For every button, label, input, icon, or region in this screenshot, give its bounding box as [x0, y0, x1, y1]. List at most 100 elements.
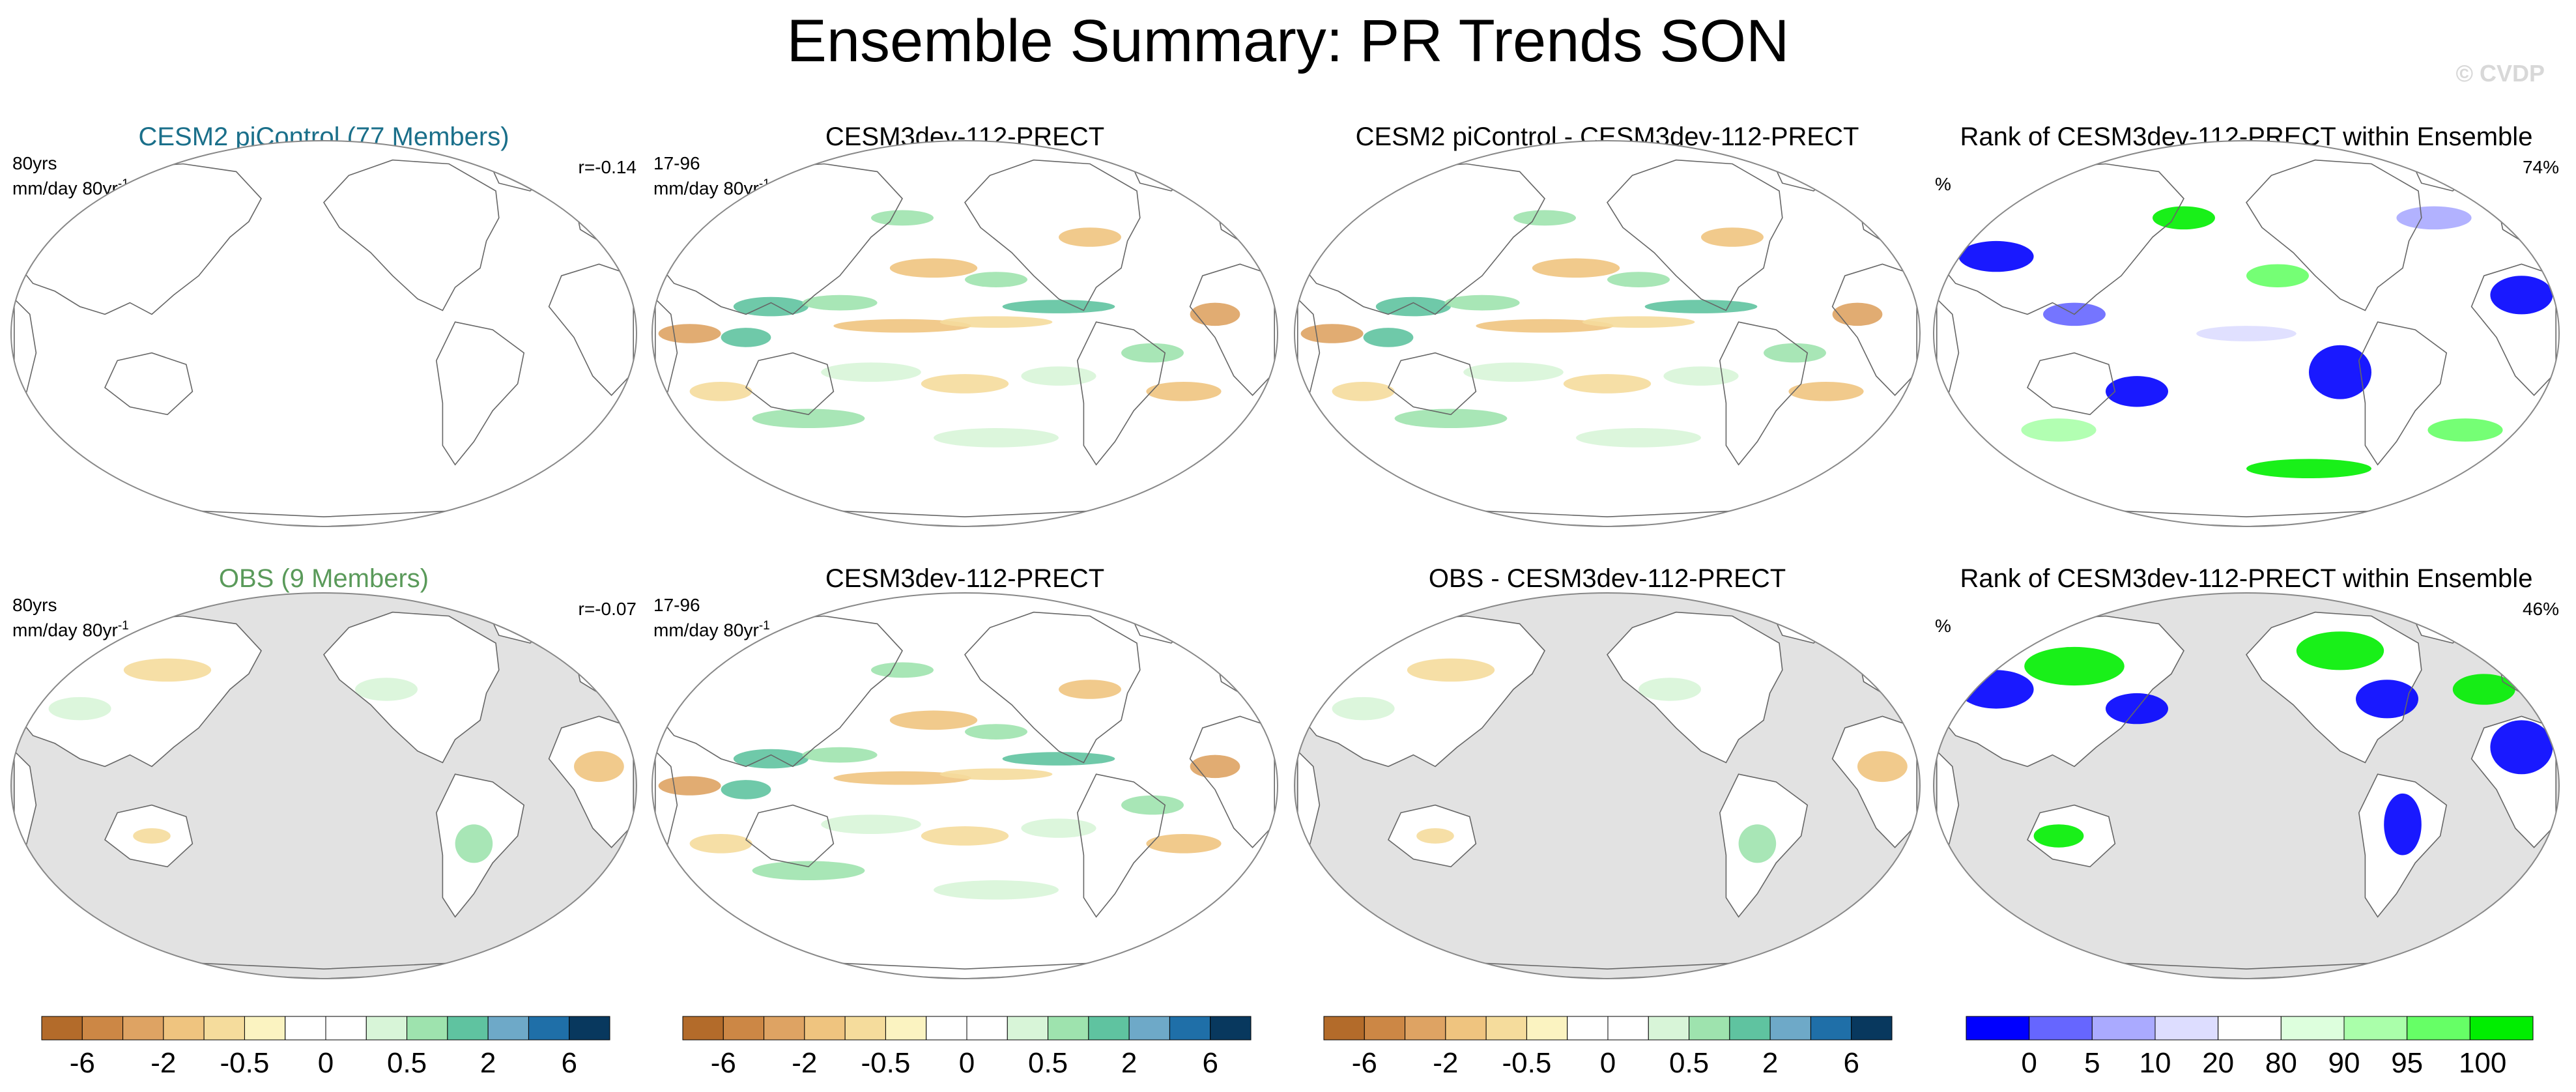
- map-field-blob: [1121, 795, 1184, 815]
- colorbar-swatch: [41, 1016, 83, 1041]
- coastline-antarctica: [1996, 940, 2497, 979]
- coastline-eurasia: [1939, 163, 2184, 315]
- coastline-antarctica: [1996, 487, 2497, 526]
- map-field-blob: [689, 834, 752, 854]
- map-field-blob: [1146, 382, 1222, 401]
- map-field-blob: [1059, 680, 1121, 699]
- colorbar-swatch: [764, 1016, 805, 1041]
- map-field-blob: [721, 328, 771, 347]
- land-africaE: [2471, 716, 2556, 848]
- map-field-blob: [658, 324, 721, 343]
- coastline-namerica: [1606, 611, 1783, 764]
- panel-period-label: 80yrs: [12, 595, 57, 615]
- colorbar-tick-label: 6: [1843, 1047, 1859, 1079]
- colorbar-swatch: [804, 1016, 846, 1041]
- panel-units-label: mm/day 80yr-1: [12, 615, 129, 640]
- colorbar-tick-label: 5: [2084, 1047, 2100, 1079]
- colorbar-swatch: [1169, 1016, 1211, 1041]
- colorbar-swatch: [1966, 1016, 2030, 1041]
- colorbar-tick-label: -0.5: [1502, 1047, 1552, 1079]
- map-field-blob: [2033, 824, 2084, 848]
- panel-period-label: 80yrs: [12, 153, 57, 173]
- colorbar-swatch: [1729, 1016, 1771, 1041]
- map-field-blob: [1764, 343, 1826, 363]
- map-fill: [1295, 593, 1920, 979]
- map-field-blob: [889, 258, 978, 278]
- colorbar: -6 -2 -0.5 0 0.5 2 6: [41, 1016, 610, 1079]
- map-field-blob: [2246, 459, 2371, 478]
- panel-stat-label: r=-0.07: [578, 599, 637, 619]
- colorbar-swatch: [1323, 1016, 1365, 1041]
- map-field-blob: [1738, 824, 1777, 863]
- colorbar-tick-label: 100: [2459, 1047, 2506, 1079]
- map-field-blob: [1059, 227, 1121, 247]
- colorbar-swatch: [885, 1016, 927, 1041]
- map-border: [1933, 592, 2560, 979]
- colorbar-tick-label: -6: [1352, 1047, 1377, 1079]
- colorbar-swatch: [1128, 1016, 1170, 1041]
- coastline-europe: [1214, 631, 1275, 698]
- land-samerica: [1719, 774, 1808, 917]
- map-border: [1294, 140, 1921, 527]
- panel-title: CESM3dev-112-PRECT: [825, 122, 1105, 151]
- map-field-blob: [889, 710, 978, 730]
- land-eurasia: [1939, 616, 2184, 767]
- colorbar-tick-label: 80: [2265, 1047, 2297, 1079]
- map-border: [1933, 140, 2560, 527]
- colorbar: -6 -2 -0.5 0 0.5 2 6: [682, 1016, 1252, 1079]
- land-australia: [105, 805, 193, 867]
- units-exponent: -1: [117, 619, 129, 633]
- colorbar-tick-label: -0.5: [861, 1047, 911, 1079]
- map-field-blob: [2043, 302, 2106, 326]
- map-field-blob: [1407, 658, 1495, 682]
- coastline-africa: [1936, 749, 1960, 873]
- coastline-africaE: [1831, 263, 1917, 396]
- coastline-antarctica: [714, 940, 1216, 979]
- map-field-blob: [1832, 302, 1883, 326]
- map-field-blob: [2356, 680, 2418, 719]
- map-field-blob: [871, 210, 934, 226]
- coastline-australia: [745, 352, 835, 416]
- colorbar-swatch: [1526, 1016, 1568, 1041]
- colorbar-tick-label: -2: [150, 1047, 176, 1079]
- colorbar-swatch: [365, 1016, 408, 1041]
- panel-stat-label: 46%: [2522, 599, 2559, 619]
- map-field-blob: [48, 697, 111, 721]
- colorbar-swatch: [81, 1016, 124, 1041]
- map-field-blob: [1701, 227, 1764, 247]
- map-field-blob: [1476, 319, 1614, 333]
- map-field-blob: [1190, 302, 1240, 326]
- colorbar-swatch: [407, 1016, 448, 1041]
- coastline-australia: [104, 804, 193, 868]
- coastline-australia: [745, 804, 835, 868]
- colorbar-swatch: [163, 1016, 205, 1041]
- map-field-blob: [1788, 382, 1864, 401]
- colorbar-tick-label: 6: [1202, 1047, 1218, 1079]
- map-field-blob: [2106, 376, 2168, 407]
- colorbar-swatch: [528, 1016, 570, 1041]
- colorbar: -6 -2 -0.5 0 0.5 2 6: [1323, 1016, 1893, 1079]
- colorbar-swatch: [1088, 1016, 1130, 1041]
- map-ocean: [1934, 593, 2559, 979]
- colorbar-tick-label: 2: [1121, 1047, 1137, 1079]
- units-text: mm/day 80yr: [653, 178, 759, 199]
- colorbar-tick-label: 0.5: [1028, 1047, 1068, 1079]
- colorbar-swatch: [2280, 1016, 2345, 1041]
- colorbar-tick-label: 95: [2391, 1047, 2423, 1079]
- map-field-blob: [1146, 834, 1222, 854]
- colorbar-swatch: [244, 1016, 286, 1041]
- coastline-greenland: [1769, 151, 1840, 192]
- map-field-blob: [2153, 206, 2215, 230]
- coastline-eurasia: [1300, 615, 1545, 768]
- colorbar-tick-label: -2: [792, 1047, 817, 1079]
- map-field-blob: [1021, 818, 1096, 838]
- land-samerica: [2358, 774, 2447, 917]
- map-field-blob: [133, 828, 171, 844]
- map-field-blob: [1444, 295, 1520, 311]
- coastline-eurasia: [1300, 163, 1545, 315]
- coastline-europe: [1857, 179, 1917, 246]
- map-field-blob: [934, 880, 1059, 900]
- coastline-namerica: [964, 159, 1141, 311]
- coastline-europe: [573, 179, 635, 246]
